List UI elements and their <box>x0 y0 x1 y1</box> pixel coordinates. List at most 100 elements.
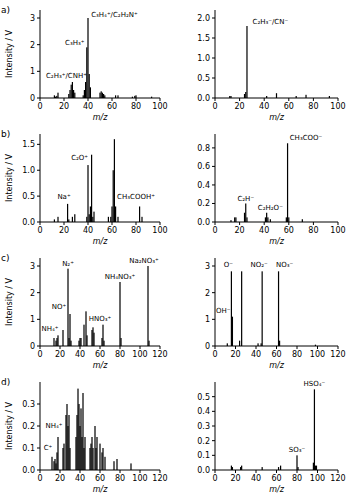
y-tick <box>212 184 215 185</box>
peak-label: CH₃COOH⁺ <box>117 193 155 201</box>
x-tick-label: 20 <box>235 102 245 111</box>
x-tick <box>136 98 137 101</box>
y-axis <box>215 134 216 222</box>
peak <box>73 90 74 98</box>
x-tick <box>338 98 339 101</box>
peak <box>296 455 297 470</box>
y-axis <box>215 10 216 98</box>
peak <box>66 404 67 470</box>
y-tick-label: 0.8 <box>197 144 210 153</box>
x-tick-label: 0 <box>37 102 42 111</box>
peak <box>72 82 73 98</box>
x-tick-label: 40 <box>259 102 269 111</box>
peak <box>57 335 58 346</box>
x-tick-label: 60 <box>284 226 294 235</box>
y-tick-label: 0.2 <box>197 199 210 208</box>
peak-label: Na₂NO₃⁺ <box>129 257 159 265</box>
peak <box>231 271 232 346</box>
x-tick-label: 0 <box>37 226 42 235</box>
peak <box>114 139 115 222</box>
y-tick <box>37 346 40 347</box>
peak-label: C₂H₂O⁻ <box>258 204 283 212</box>
peak <box>68 94 69 98</box>
y-tick <box>212 292 215 293</box>
peak <box>148 341 149 346</box>
peak-label: NO⁺ <box>52 303 67 311</box>
peak <box>79 338 80 346</box>
x-axis-label: m/z <box>93 485 108 494</box>
y-tick <box>212 58 215 59</box>
y-tick <box>37 44 40 45</box>
peak <box>85 311 86 346</box>
peak <box>86 335 87 346</box>
y-tick-label: 1 <box>205 315 210 324</box>
peak <box>262 271 263 346</box>
y-tick-label: 1 <box>30 67 35 76</box>
peak <box>90 206 91 222</box>
y-axis <box>40 258 41 346</box>
peak-label: C⁺ <box>44 444 53 452</box>
peak <box>57 437 58 470</box>
peak <box>108 217 109 222</box>
peak-label: C₃H₃⁺ <box>65 39 85 47</box>
y-tick <box>212 166 215 167</box>
panel: 0204060801000.00.20.40.60.8m/zC₂H⁻C₂H₂O⁻… <box>197 134 345 246</box>
x-tick <box>276 470 277 473</box>
y-axis-label: Intensity / V <box>5 277 14 326</box>
x-tick <box>264 222 265 225</box>
y-tick-label: 0.5 <box>22 192 35 201</box>
x-tick-label: 60 <box>271 474 281 483</box>
panel-label: d) <box>1 377 10 387</box>
x-tick <box>80 346 81 349</box>
x-tick <box>338 346 339 349</box>
peaks <box>231 389 317 470</box>
y-tick <box>212 396 215 397</box>
y-tick <box>212 455 215 456</box>
peak <box>120 338 121 346</box>
peak <box>74 93 75 98</box>
y-tick-label: 2 <box>205 289 210 298</box>
peak <box>244 213 245 222</box>
peak <box>103 341 104 346</box>
y-tick <box>37 319 40 320</box>
peak <box>103 94 104 98</box>
y-tick-label: 0.3 <box>197 422 210 431</box>
peak <box>67 269 68 346</box>
peak <box>91 437 92 470</box>
x-tick-label: 20 <box>59 102 69 111</box>
peak <box>96 437 97 470</box>
peak <box>130 463 131 470</box>
peaks <box>229 26 330 98</box>
y-tick-label: 0.4 <box>197 407 210 416</box>
x-tick-label: 40 <box>83 226 93 235</box>
y-axis <box>40 10 41 98</box>
y-tick-label: 3 <box>30 262 35 271</box>
peak <box>93 212 94 222</box>
y-tick <box>37 470 40 471</box>
peak <box>102 448 103 470</box>
peak <box>53 338 54 346</box>
x-tick-label: 40 <box>75 350 85 359</box>
y-tick-label: 0 <box>30 94 35 103</box>
x-tick <box>313 98 314 101</box>
peak <box>92 217 93 222</box>
peak <box>265 217 266 222</box>
peak-label: C₂H⁻ <box>237 195 254 203</box>
peak <box>89 74 90 98</box>
y-axis-label: Intensity / V <box>5 153 14 202</box>
y-tick-label: 0.4 <box>197 181 210 190</box>
x-tick <box>256 346 257 349</box>
x-tick <box>60 346 61 349</box>
y-tick-label: 0.2 <box>197 437 210 446</box>
peak-label: C₂H₃⁻/CN⁻ <box>253 18 289 26</box>
y-tick-label: 2 <box>30 41 35 50</box>
panel: 0204060801001200.00.10.20.30.40.5m/zSO₃⁻… <box>197 380 345 494</box>
peak <box>80 408 81 470</box>
peak <box>57 93 58 98</box>
x-axis-label: m/z <box>93 361 108 370</box>
peak <box>141 217 142 222</box>
peak <box>232 317 233 346</box>
peak-label: C₃H₄⁺/C₂H₂N⁺ <box>91 11 138 19</box>
x-tick <box>160 346 161 349</box>
y-tick-label: 3 <box>30 14 35 23</box>
